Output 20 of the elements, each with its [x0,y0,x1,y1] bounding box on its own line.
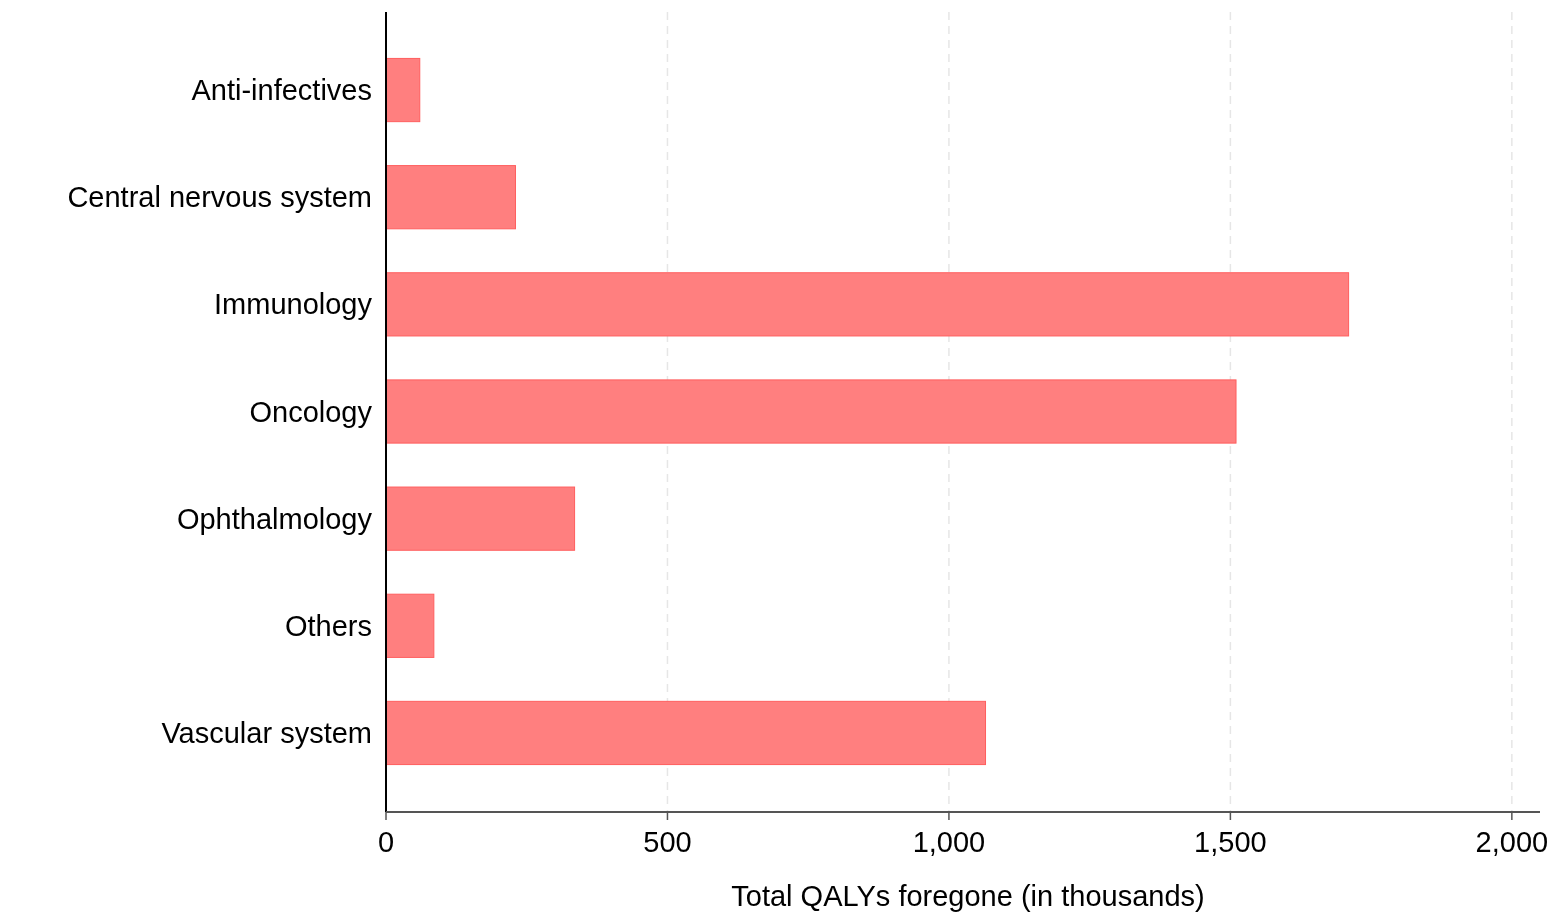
y-tick-label: Oncology [249,395,373,428]
x-tick-label: 500 [643,826,692,858]
x-axis-title: Total QALYs foregone (in thousands) [731,880,1205,912]
y-tick-label: Ophthalmology [176,502,373,535]
y-tick-label: Others [284,609,372,642]
y-tick-label: Vascular system [161,717,372,750]
x-tick-label: 2,000 [1475,826,1549,858]
y-tick-label: Central nervous system [67,181,372,214]
x-tick-label: 0 [377,826,395,858]
y-tick-label: Anti-infectives [191,74,372,107]
bar [385,57,421,123]
bar [385,272,1350,337]
bar [385,700,987,766]
bar [385,593,435,658]
x-tick-label: 1,000 [912,826,986,858]
y-tick-label: Immunology [214,288,373,321]
x-tick-label: 1,500 [1194,826,1267,858]
bar [385,165,516,230]
bar [385,486,576,551]
bar [385,379,1237,444]
